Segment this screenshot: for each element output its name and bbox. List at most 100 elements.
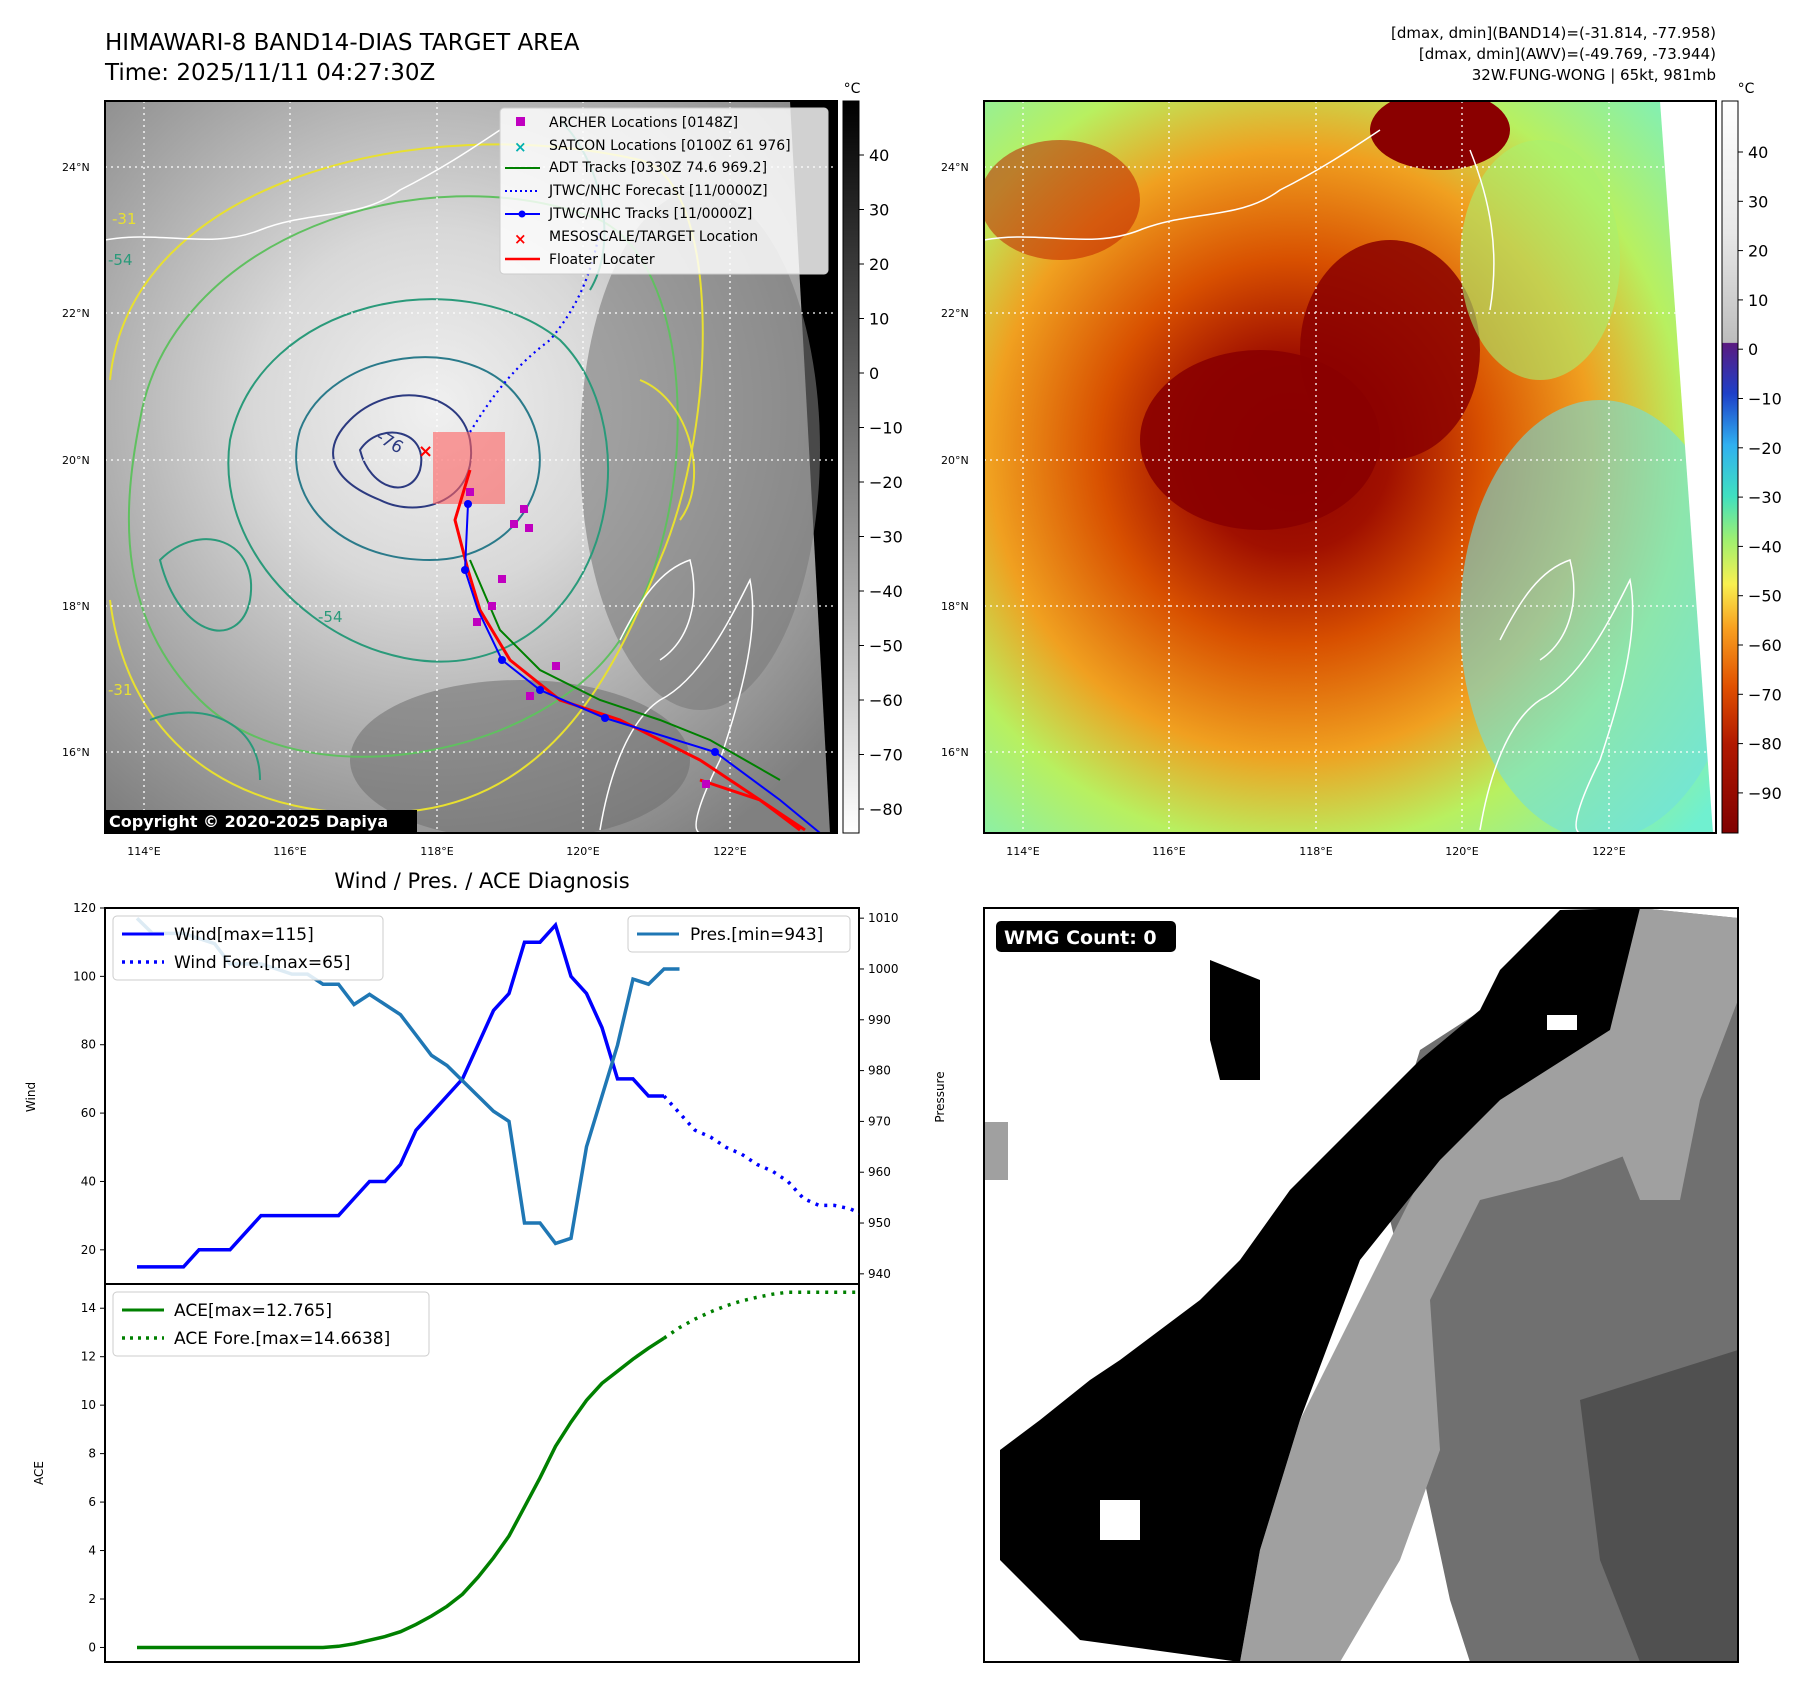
archer-point [526, 692, 534, 700]
wind-legend-box [112, 915, 384, 981]
ace-series-group [137, 1290, 859, 1650]
pressure-tick-label: 960 [868, 1165, 891, 1179]
right-colorbar-unit: °C [1738, 81, 1755, 97]
wind-axis-ticks: 20 40 60 80 100 120 [73, 901, 105, 1257]
copyright-banner [105, 810, 417, 833]
lat-label: 22°N [62, 307, 90, 320]
contour-line [149, 711, 261, 781]
colorbar-tick-label: −70 [1748, 685, 1782, 704]
colorbar-tick-label: −10 [1748, 390, 1782, 409]
lon-label: 122°E [1592, 845, 1625, 858]
ace-chart: 0 2 4 6 8 10 12 14 ACE ACE[max=12.765] ACE Fore… [32, 1283, 860, 1663]
contour-line [227, 298, 609, 663]
left-map-dark-region [580, 190, 820, 710]
wmg-light-gray-region [1240, 908, 1700, 1662]
right-map-coastlines [984, 129, 1634, 833]
ace-legend-box [112, 1291, 430, 1357]
right-map-cold-top [1370, 101, 1510, 170]
left-map-contours [109, 119, 704, 815]
legend-label: JTWC/NHC Tracks [11/0000Z] [548, 206, 752, 222]
archer-point [702, 780, 710, 788]
wind-axis-label: Wind [24, 1082, 38, 1112]
pressure-tick-label: 950 [868, 1216, 891, 1230]
archer-point [473, 618, 481, 626]
lon-label: 122°E [713, 845, 746, 858]
pressure-tick-label: 940 [868, 1267, 891, 1281]
pressure-axis-ticks: 940 950 960 970 980 990 1000 1010 [859, 911, 899, 1281]
right-map-graticule [984, 101, 1716, 833]
adt-track [469, 559, 781, 781]
diagnosis-title: Wind / Pres. / ACE Diagnosis [334, 869, 629, 893]
wind-tick-label: 120 [73, 901, 96, 915]
legend-archer-icon [516, 117, 525, 126]
lat-label: 20°N [941, 454, 969, 467]
coastline [1479, 577, 1634, 833]
ace-line [137, 1336, 665, 1650]
wind-tick-label: 60 [81, 1106, 96, 1120]
ace-legend-label: ACE[max=12.765] [174, 1301, 332, 1321]
colorbar-tick-label: −70 [869, 746, 903, 765]
track-point [711, 748, 719, 756]
legend-track-dot [518, 210, 526, 218]
wind-tick-label: 100 [73, 969, 96, 983]
colorbar-tick-label: 10 [869, 310, 889, 329]
wmg-cold-region [1000, 908, 1640, 1662]
lat-label: 20°N [62, 454, 90, 467]
track-point [464, 500, 472, 508]
lon-label: 120°E [566, 845, 599, 858]
left-map-frame [104, 100, 838, 834]
right-map-panel: 24°N 22°N 20°N 18°N 16°N 114°E 116°E 118… [941, 81, 1782, 858]
figure-time: Time: 2025/11/11 04:27:30Z [104, 60, 435, 86]
archer-point [498, 575, 506, 583]
wind-forecast-legend-label: Wind Fore.[max=65] [174, 953, 350, 973]
coastline [599, 577, 754, 833]
colorbar-tick-label: −50 [1748, 587, 1782, 606]
left-colorbar [842, 100, 860, 834]
ace-tick-label: 4 [88, 1544, 96, 1558]
colorbar-tick-label: −90 [1748, 784, 1782, 803]
map-legend: ARCHER Locations [0148Z] × SATCON Locati… [499, 107, 829, 275]
legend-satcon-icon: × [514, 138, 527, 156]
pressure-axis-label: Pressure [933, 1071, 947, 1122]
track-point [536, 686, 544, 694]
left-colorbar-ticks: 40 30 20 10 0 −10 −20 −30 −40 −50 −60 −70 −80 [859, 146, 903, 819]
colorbar-tick-label: −10 [869, 419, 903, 438]
contour-line [127, 195, 679, 758]
archer-point [552, 662, 560, 670]
legend-label: ARCHER Locations [0148Z] [549, 115, 738, 131]
pressure-tick-label: 1000 [868, 962, 899, 976]
pressure-legend-box [627, 915, 851, 953]
lon-label: 118°E [420, 845, 453, 858]
wmg-panel: WMG Count: 0 [983, 907, 1739, 1663]
contour-label: -31 [112, 210, 137, 228]
legend-label: SATCON Locations [0100Z 61 976] [549, 138, 791, 154]
right-map-offdisk [1660, 101, 1716, 833]
ace-legend: ACE[max=12.765] ACE Fore.[max=14.6638] [112, 1291, 430, 1357]
ace-tick-label: 10 [81, 1398, 96, 1412]
right-map-lat-labels: 24°N 22°N 20°N 18°N 16°N [941, 161, 969, 759]
floater-track [453, 469, 801, 832]
right-map-warm-region [1460, 400, 1716, 833]
lon-label: 118°E [1299, 845, 1332, 858]
wmg-light-gray-region [984, 1122, 1008, 1180]
ace-forecast-line [663, 1290, 859, 1340]
wmg-count-label: WMG Count: 0 [1004, 927, 1157, 949]
target-location-marker: × [418, 441, 433, 462]
floater-track [699, 778, 806, 832]
right-map-warm-region [1460, 140, 1620, 380]
legend-box [499, 107, 829, 275]
wind-pressure-chart: 20 40 60 80 100 120 940 950 960 970 980 990 1000 101… [24, 901, 947, 1285]
coastline [1499, 559, 1575, 661]
contour-label: -31 [108, 681, 133, 699]
wind-tick-label: 40 [81, 1174, 96, 1188]
right-map-cold-top [1300, 240, 1480, 460]
wind-legend-label: Wind[max=115] [174, 925, 314, 945]
pressure-tick-label: 970 [868, 1114, 891, 1128]
legend-label: Floater Locater [549, 252, 655, 268]
colorbar-tick-label: 0 [869, 364, 879, 383]
left-map-lon-labels: 114°E 116°E 118°E 120°E 122°E [127, 845, 746, 858]
legend-target-icon: × [514, 230, 527, 248]
archer-point [510, 520, 518, 528]
colorbar-tick-label: −60 [1748, 636, 1782, 655]
colorbar-tick-label: 10 [1748, 291, 1768, 310]
